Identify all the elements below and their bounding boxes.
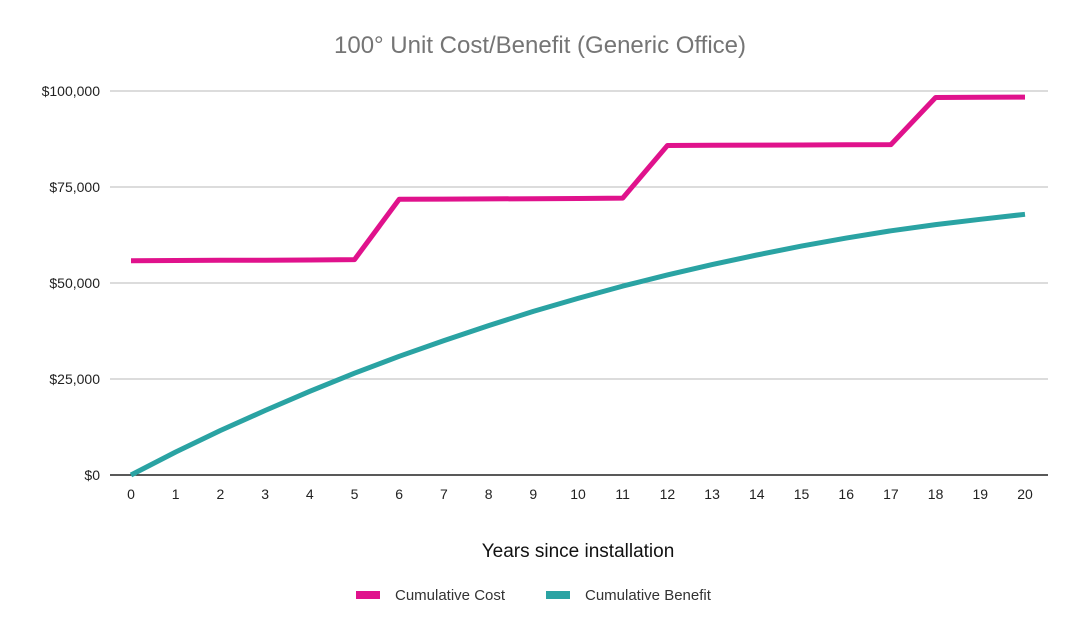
- legend: Cumulative Cost Cumulative Benefit: [356, 587, 712, 604]
- x-tick-label: 10: [570, 486, 586, 502]
- y-tick-label: $25,000: [49, 371, 100, 387]
- x-tick-label: 6: [395, 486, 403, 502]
- x-tick-label: 3: [261, 486, 269, 502]
- legend-swatch-cumulative-benefit: [546, 591, 570, 599]
- x-tick-label: 14: [749, 486, 765, 502]
- x-tick-label: 19: [973, 486, 989, 502]
- legend-label-cumulative-benefit: Cumulative Benefit: [585, 587, 712, 604]
- series-line-cumulative-benefit: [129, 211, 1026, 478]
- x-tick-label: 17: [883, 486, 899, 502]
- x-tick-label: 4: [306, 486, 314, 502]
- x-tick-label: 20: [1017, 486, 1033, 502]
- series-lines: [129, 94, 1026, 478]
- legend-label-cumulative-cost: Cumulative Cost: [395, 587, 506, 604]
- y-tick-label: $50,000: [49, 275, 100, 291]
- series-line-cumulative-cost: [130, 94, 1026, 264]
- x-tick-label: 7: [440, 486, 448, 502]
- x-axis-title: Years since installation: [482, 541, 675, 562]
- x-tick-label: 18: [928, 486, 944, 502]
- x-tick-label: 0: [127, 486, 135, 502]
- x-tick-label: 12: [660, 486, 676, 502]
- y-tick-labels: $0 $25,000 $50,000 $75,000 $100,000: [42, 83, 101, 483]
- chart-title: 100° Unit Cost/Benefit (Generic Office): [334, 32, 746, 59]
- legend-swatch-cumulative-cost: [356, 591, 380, 599]
- y-tick-label: $100,000: [42, 83, 101, 99]
- x-tick-label: 16: [838, 486, 854, 502]
- x-tick-label: 8: [485, 486, 493, 502]
- x-tick-label: 5: [351, 486, 359, 502]
- y-tick-label: $0: [84, 467, 100, 483]
- x-tick-label: 11: [615, 486, 630, 502]
- x-tick-label: 1: [172, 486, 180, 502]
- gridlines: [110, 90, 1048, 380]
- y-tick-label: $75,000: [49, 179, 100, 195]
- x-tick-label: 13: [704, 486, 720, 502]
- x-tick-label: 2: [217, 486, 225, 502]
- x-tick-label: 15: [794, 486, 810, 502]
- x-tick-labels: 0 1 2 3 4 5 6 7 8 9 10 11 12 13 14 15 16 17 18 19 20: [127, 486, 1033, 502]
- x-tick-label: 9: [529, 486, 537, 502]
